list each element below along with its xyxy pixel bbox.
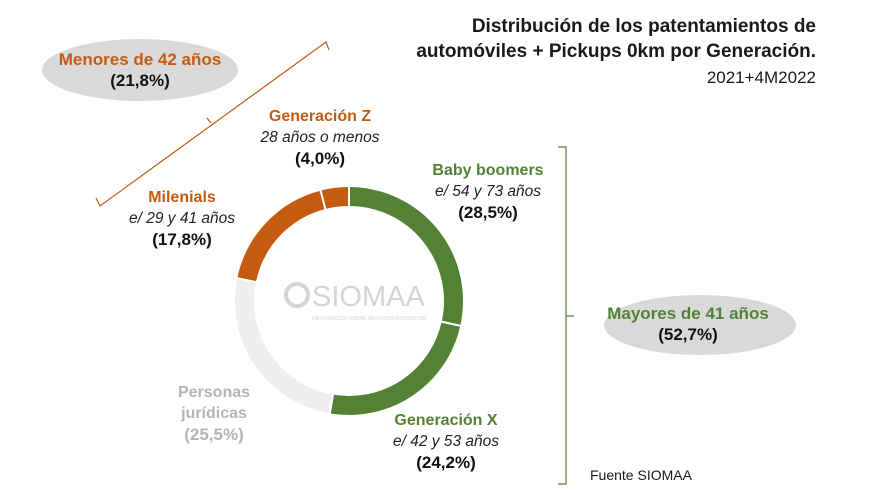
bracket-menores bbox=[95, 41, 330, 207]
bubble-menores bbox=[42, 39, 238, 101]
slice-pct: (17,8%) bbox=[152, 230, 212, 249]
slice-label-milenials: Milenials e/ 29 y 41 años (17,8%) bbox=[82, 187, 282, 250]
watermark-logo-icon bbox=[284, 282, 310, 308]
slice-range: e/ 54 y 73 años bbox=[435, 183, 541, 200]
slice-pct: (28,5%) bbox=[458, 203, 518, 222]
slice-pct: (4,0%) bbox=[294, 149, 346, 168]
slice-range: e/ 29 y 41 años bbox=[129, 210, 235, 227]
chart-title: Distribución de los patentamientos de au… bbox=[416, 14, 816, 64]
donut bbox=[233, 184, 465, 417]
source-note: Fuente SIOMAA bbox=[590, 467, 692, 483]
group-label-mayores: Mayores de 41 años (52,7%) bbox=[588, 303, 788, 345]
slice-name: Generación Z bbox=[268, 108, 372, 125]
slice-pct: (25,5%) bbox=[184, 425, 244, 444]
group-label-menores: Menores de 42 años (21,8%) bbox=[40, 49, 240, 91]
bubble-mayores bbox=[604, 295, 796, 355]
slice-label-generacion-x: Generación X e/ 42 y 53 años (24,2%) bbox=[346, 410, 546, 473]
watermark-subtext: INFORMACIÓN SOBRE MERCADO AUTOMOTOR bbox=[312, 315, 427, 322]
slice-name: Milenials bbox=[148, 189, 216, 206]
siomaa-watermark: SIOMAA INFORMACIÓN SOBRE MERCADO AUTOMOT… bbox=[284, 281, 427, 322]
group-name: Mayores de 41 años bbox=[607, 304, 769, 323]
group-name: Menores de 42 años bbox=[58, 50, 222, 69]
slice-name-line2: jurídicas bbox=[181, 405, 247, 422]
watermark-text: SIOMAA bbox=[312, 281, 425, 313]
group-pct: (21,8%) bbox=[110, 71, 170, 90]
slice-name: Baby boomers bbox=[432, 162, 544, 179]
slice-name-line1: Personas bbox=[177, 384, 251, 401]
slice-range: e/ 42 y 53 años bbox=[393, 433, 499, 450]
slice-label-personas-juridicas: Personas jurídicas (25,5%) bbox=[114, 382, 314, 445]
slice-label-generacion-z: Generación Z 28 años o menos (4,0%) bbox=[220, 106, 420, 169]
slice-range: 28 años o menos bbox=[260, 129, 380, 146]
group-pct: (52,7%) bbox=[658, 325, 718, 344]
chart-title-line1: Distribución de los patentamientos de bbox=[471, 16, 816, 37]
slice-name: Generación X bbox=[394, 412, 498, 429]
slice-label-baby-boomers: Baby boomers e/ 54 y 73 años (28,5%) bbox=[388, 160, 588, 223]
donut-slice-generaci-n-z bbox=[319, 184, 350, 212]
donut-slice-generaci-n-x bbox=[328, 320, 463, 417]
chart-title-line2: automóviles + Pickups 0km por Generación… bbox=[416, 41, 816, 62]
slice-pct: (24,2%) bbox=[416, 453, 476, 472]
chart-subtitle: 2021+4M2022 bbox=[706, 68, 816, 87]
bracket-mayores bbox=[558, 146, 574, 485]
